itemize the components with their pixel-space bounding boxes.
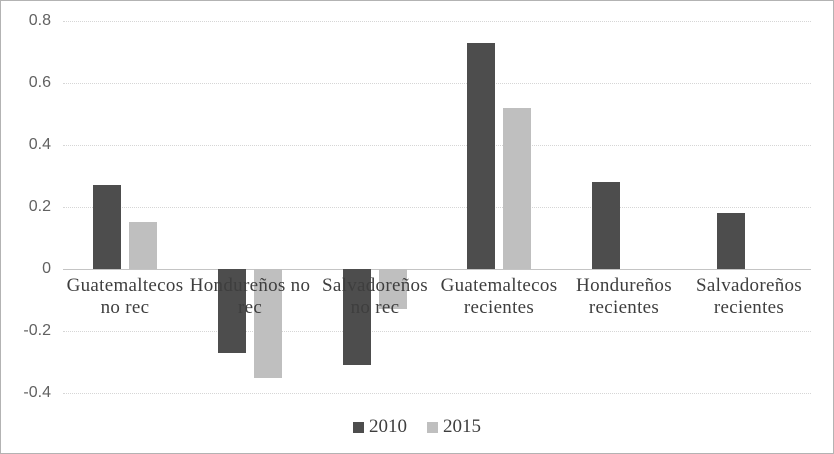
bar-2015-2: [254, 269, 282, 378]
gridline: [63, 21, 811, 22]
y-tick-label: -0.2: [23, 322, 51, 339]
legend-label-2010: 2010: [369, 416, 407, 437]
y-tick-label: 0.6: [28, 74, 51, 91]
category-label-1: Guatemaltecos no rec: [66, 275, 184, 318]
y-tick-label: 0.4: [28, 136, 51, 153]
bar-2010-1: [93, 185, 121, 269]
bar-2010-2: [218, 269, 246, 353]
gridline: [63, 207, 811, 208]
y-tick-label: 0.2: [28, 198, 51, 215]
category-label-3: Salvadoreños no rec: [322, 275, 428, 318]
legend: 2010 2015: [1, 416, 833, 438]
bar-2010-5: [592, 182, 620, 269]
legend-item-2010: 2010: [353, 416, 407, 438]
category-label-6: Salvadoreños recientes: [696, 275, 802, 318]
bar-2015-1: [129, 222, 157, 269]
x-axis-line: [63, 269, 811, 270]
legend-label-2015: 2015: [443, 416, 481, 437]
legend-swatch-2015-icon: [427, 421, 438, 433]
legend-item-2015: 2015: [427, 416, 481, 438]
gridline: [63, 145, 811, 146]
y-tick-label: 0: [42, 260, 51, 277]
y-tick-label: -0.4: [23, 384, 51, 401]
bar-2015-3: [379, 269, 407, 309]
bar-2010-6: [717, 213, 745, 269]
gridline: [63, 83, 811, 84]
category-label-5: Hondureños recientes: [576, 275, 672, 318]
bar-2010-4: [467, 43, 495, 269]
y-tick-label: 0.8: [28, 12, 51, 29]
gridline: [63, 331, 811, 332]
category-label-2: Hondureños no rec: [189, 275, 311, 318]
bar-2015-4: [503, 108, 531, 269]
legend-swatch-2010-icon: [353, 421, 364, 433]
category-label-4: Guatemaltecos recientes: [440, 275, 558, 318]
gridline: [63, 393, 811, 394]
bar-2010-3: [343, 269, 371, 365]
